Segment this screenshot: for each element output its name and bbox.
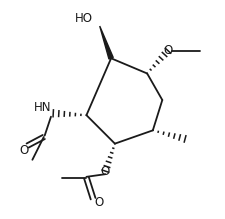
Text: O: O: [163, 44, 172, 57]
Text: HO: HO: [74, 12, 92, 25]
Text: O: O: [100, 165, 110, 178]
Polygon shape: [99, 26, 113, 59]
Text: O: O: [94, 196, 103, 209]
Text: O: O: [19, 144, 28, 157]
Text: HN: HN: [34, 101, 52, 115]
